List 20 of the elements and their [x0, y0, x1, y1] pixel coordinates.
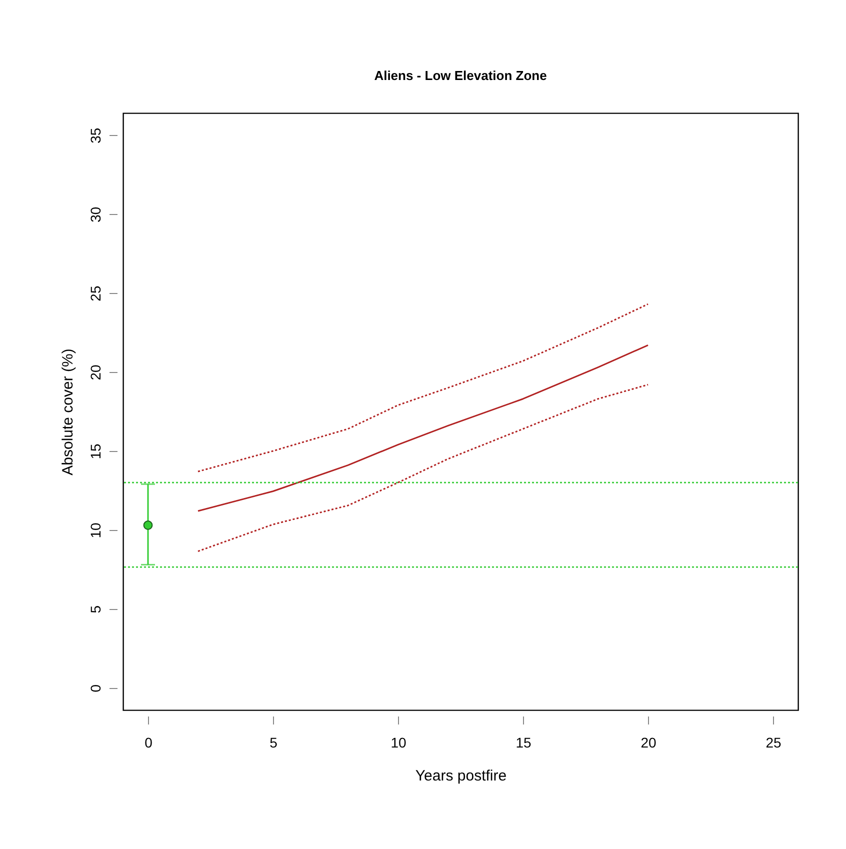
x-tick-label: 20 — [640, 734, 656, 750]
y-tick-label: 5 — [88, 605, 104, 614]
y-tick-label: 30 — [88, 206, 104, 222]
y-tick-label: 35 — [88, 128, 104, 144]
y-tick-label: 20 — [88, 364, 104, 380]
x-tick-label: 10 — [390, 734, 406, 750]
x-tick-label: 15 — [516, 734, 532, 750]
line-series — [197, 303, 649, 472]
line-series — [197, 384, 649, 552]
line-series — [197, 344, 649, 512]
y-tick-label: 15 — [88, 443, 104, 460]
x-tick-label: 5 — [270, 734, 278, 750]
x-axis-title: Years postfire — [415, 768, 507, 784]
x-tick-label: 0 — [144, 734, 153, 750]
y-tick-label: 10 — [88, 522, 104, 538]
x-tick-label: 25 — [766, 734, 782, 750]
chart-title: Aliens - Low Elevation Zone — [374, 68, 547, 83]
y-axis-title: Absolute cover (%) — [60, 348, 76, 476]
y-tick-label: 25 — [88, 286, 104, 302]
y-tick-label: 0 — [88, 684, 104, 692]
